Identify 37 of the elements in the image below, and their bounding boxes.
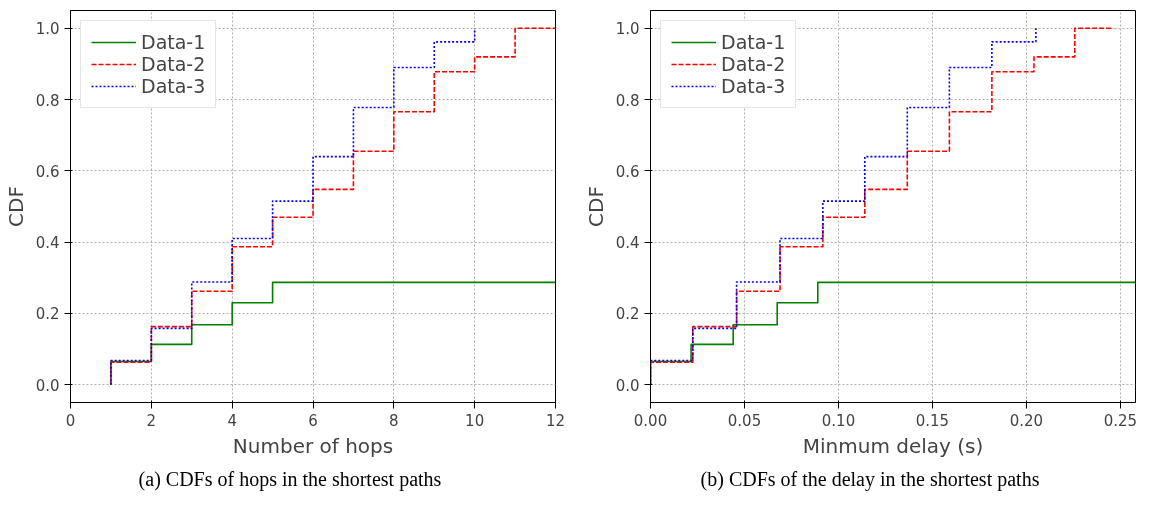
text: (a) CDFs of hops in the shortest paths [138, 467, 442, 493]
x-tick-label: 0 [65, 411, 76, 430]
x-tick-label: 0.00 [633, 411, 668, 430]
legend-label: Data-1 [721, 31, 786, 53]
x-tick-label: 0.20 [1009, 411, 1044, 430]
y-tick-label: 0.4 [35, 234, 60, 253]
legend-label: Data-3 [141, 75, 206, 97]
legend-label: Data-3 [721, 75, 786, 97]
y-tick-label: 0.2 [615, 305, 640, 324]
y-tick-label: 0.6 [615, 162, 640, 181]
y-axis-title: CDF [3, 186, 28, 227]
x-tick-label: 2 [146, 411, 157, 430]
y-tick-label: 0.8 [615, 91, 640, 110]
x-tick-label: 8 [389, 411, 399, 430]
legend-label: Data-2 [141, 53, 206, 75]
x-tick-label: 4 [227, 411, 237, 430]
y-tick-label: 0.0 [35, 376, 60, 395]
y-tick-label: 0.6 [35, 162, 60, 181]
x-tick-label: 0.15 [915, 411, 950, 430]
x-tick-label: 6 [308, 411, 318, 430]
legend-label: Data-2 [721, 53, 786, 75]
x-axis-title: Minmum delay (s) [802, 433, 984, 458]
x-tick-label: 0.25 [1103, 411, 1138, 430]
y-tick-label: 1.0 [35, 20, 60, 39]
x-axis-title: Number of hops [232, 433, 394, 458]
y-tick-label: 1.0 [615, 20, 640, 39]
x-tick-label: 0.10 [821, 411, 856, 430]
x-tick-label: 12 [545, 411, 566, 430]
y-axis-title: CDF [583, 186, 608, 227]
y-tick-label: 0.2 [35, 305, 60, 324]
x-tick-label: 10 [465, 411, 485, 430]
y-tick-label: 0.8 [35, 91, 60, 110]
y-tick-label: 0.4 [615, 234, 640, 253]
text: (b) CDFs of the delay in the shortest paths [700, 467, 1040, 493]
x-tick-label: 0.05 [727, 411, 762, 430]
legend-label: Data-1 [141, 31, 206, 53]
y-tick-label: 0.0 [615, 376, 640, 395]
